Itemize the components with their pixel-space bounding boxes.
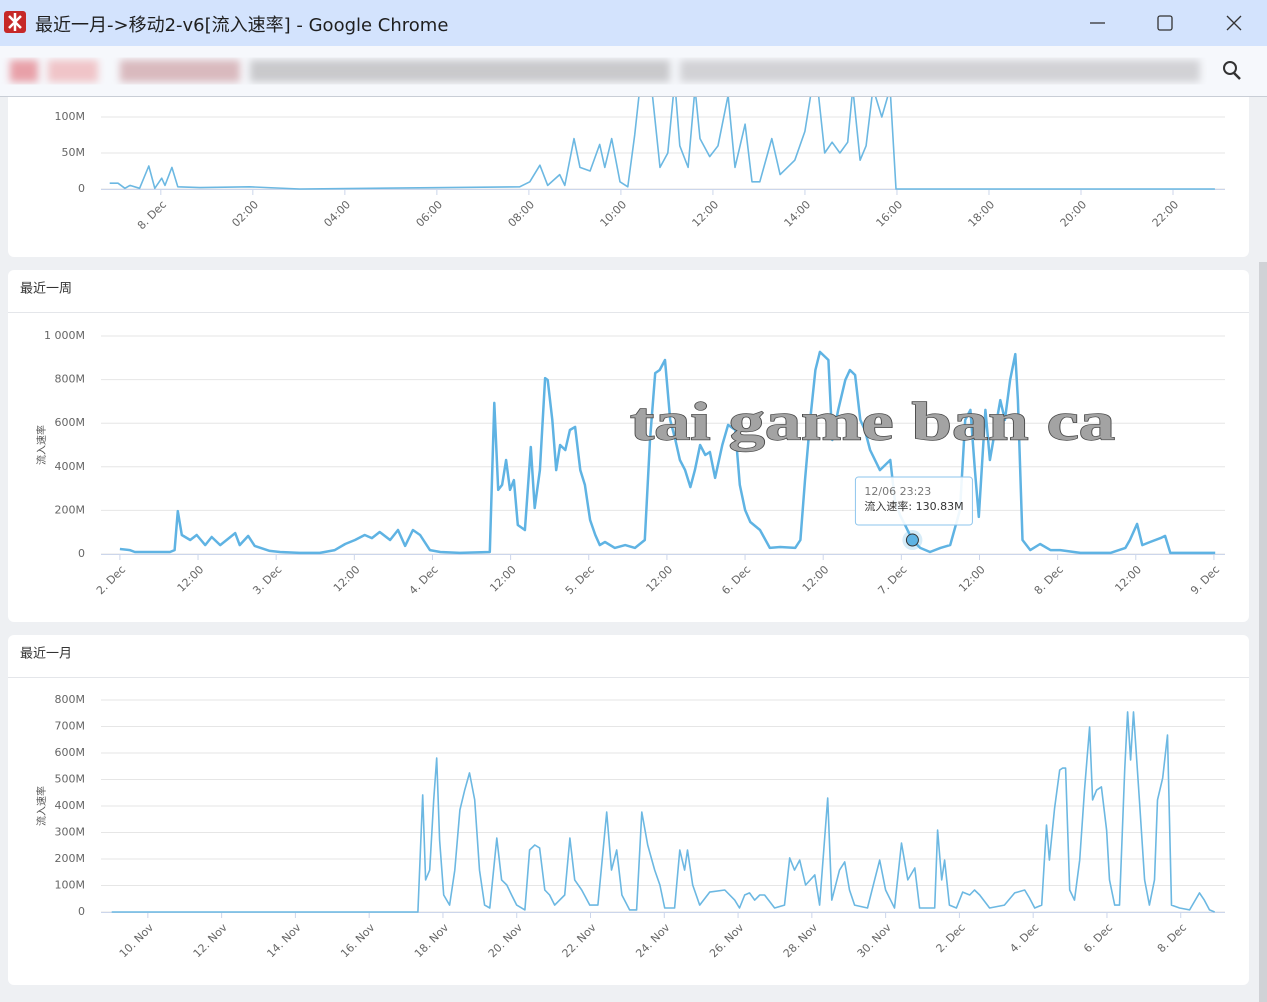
window-title: 最近一月->移动2-v6[流入速率] - Google Chrome [35, 15, 449, 36]
y-tick-label: 50M [62, 146, 86, 159]
y-tick-label: 0 [78, 182, 85, 195]
data-line [111, 711, 1215, 913]
app-icon-glyph [8, 13, 22, 31]
tooltip-box [854, 476, 973, 526]
y-tick-label: 400M [55, 799, 86, 812]
y-tick-label: 400M [55, 460, 86, 473]
panel-month [8, 635, 1249, 985]
tooltip-text: 流入速率: 130.83M [864, 499, 963, 513]
title-bar: 最近一月->移动2-v6[流入速率] - Google Chrome [0, 0, 1267, 46]
y-tick-label: 200M [55, 503, 86, 516]
y-tick-label: 200M [55, 852, 86, 865]
panel-title: 最近一周 [20, 282, 72, 297]
y-axis-title: 流入速率 [35, 425, 48, 465]
y-tick-label: 700M [55, 720, 86, 733]
window-controls [4, 11, 1242, 33]
watermark: tai game ban ca [630, 391, 1115, 451]
search-icon[interactable] [1223, 61, 1237, 75]
browser-chrome: 最近一月->移动2-v6[流入速率] - Google Chrome [0, 0, 1267, 97]
y-tick-label: 600M [55, 416, 86, 429]
y-tick-label: 500M [55, 773, 86, 786]
y-tick-label: 1 000M [44, 329, 85, 342]
hover-marker [905, 533, 919, 547]
address-bar[interactable] [0, 46, 1267, 97]
scrollbar[interactable] [1259, 262, 1267, 1002]
blurred-blocks [10, 60, 1200, 82]
y-axis-title: 流入速率 [35, 786, 48, 826]
y-tick-label: 100M [55, 879, 86, 892]
maximize-button[interactable] [1157, 15, 1173, 31]
y-tick-label: 0 [78, 905, 85, 918]
data-line [109, 80, 1215, 190]
search-icon-handle [1233, 72, 1241, 80]
y-tick-label: 800M [55, 693, 86, 706]
panel-week [8, 270, 1249, 622]
y-tick-label: 0 [78, 547, 85, 560]
y-tick-label: 300M [55, 826, 86, 839]
panel-title: 最近一月 [20, 647, 72, 662]
y-tick-label: 100M [55, 110, 86, 123]
y-tick-label: 800M [55, 373, 86, 386]
data-line [119, 350, 1216, 555]
blurred-url [10, 60, 1241, 82]
tooltip-title: 12/06 23:23 [864, 485, 931, 498]
close-button[interactable] [1226, 15, 1242, 31]
y-tick-label: 600M [55, 746, 86, 759]
